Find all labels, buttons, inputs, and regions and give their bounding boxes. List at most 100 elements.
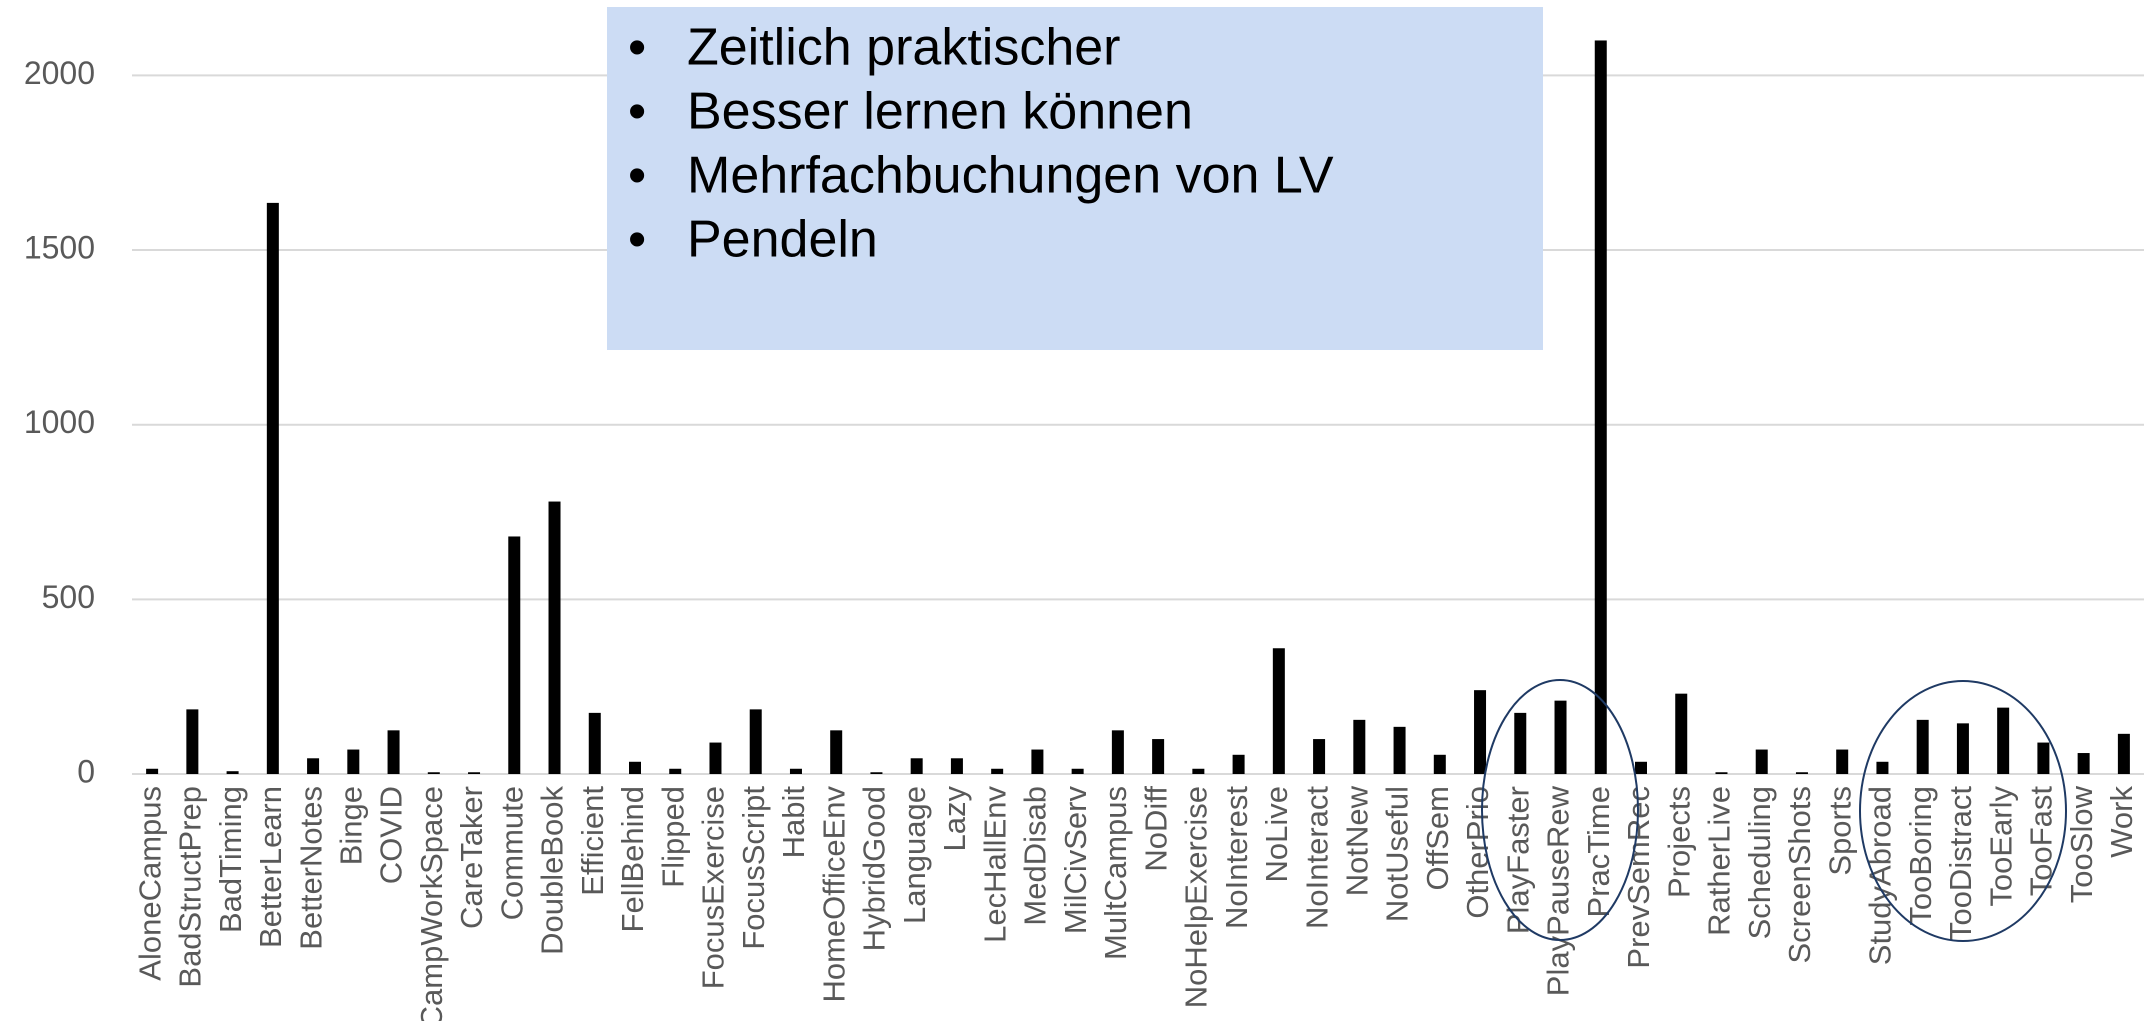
bar	[146, 768, 159, 774]
bar	[1755, 749, 1768, 774]
bar	[1635, 761, 1647, 774]
x-tick-label: Commute	[494, 786, 529, 920]
x-tick-label: TooFast	[2024, 786, 2059, 897]
x-tick-label: TooSlow	[2064, 785, 2099, 903]
y-tick-label: 2000	[24, 55, 95, 91]
bar	[1956, 723, 1969, 774]
bar	[1031, 749, 1044, 774]
bar	[186, 709, 199, 774]
bar	[1876, 761, 1889, 774]
bar	[991, 768, 1004, 774]
x-tick-label: NotNew	[1340, 785, 1375, 896]
y-tick-label: 1500	[24, 229, 95, 265]
x-tick-label: ScreenShots	[1782, 786, 1817, 964]
bar	[427, 772, 440, 774]
x-tick-label: Sports	[1822, 786, 1857, 876]
bar	[468, 772, 481, 774]
x-tick-label: CareTaker	[454, 786, 489, 929]
bar	[910, 758, 923, 774]
bar	[1192, 768, 1205, 774]
x-tick-label: BetterNotes	[293, 786, 328, 950]
x-tick-label: Lazy	[937, 786, 972, 852]
annotation-box	[607, 7, 1543, 350]
bullet: •	[628, 19, 646, 77]
x-tick-label: PlayPauseRew	[1541, 785, 1576, 996]
x-tick-label: StudyAbroad	[1863, 786, 1898, 965]
bar	[2077, 753, 2090, 774]
x-tick-label: LecHallEnv	[977, 786, 1012, 943]
bar	[307, 758, 320, 774]
x-tick-label: TooEarly	[1983, 786, 2018, 907]
bullet: •	[628, 83, 646, 141]
x-tick-label: FellBehind	[615, 786, 650, 932]
annotation: Mehrfachbuchungen von LV	[687, 147, 1334, 205]
bar	[950, 758, 963, 774]
x-tick-label: NoInterest	[1219, 786, 1254, 929]
x-tick-label: NoInteract	[1299, 786, 1334, 929]
x-tick-label: AloneCampus	[132, 786, 167, 981]
x-tick-label: Habit	[776, 786, 811, 859]
bar	[1715, 772, 1728, 774]
x-tick-label: PracTime	[1581, 786, 1616, 917]
bar	[709, 742, 722, 774]
bar	[1393, 726, 1406, 774]
bar	[1997, 707, 2010, 774]
x-tick-label: OtherPrio	[1460, 786, 1495, 919]
x-tick-label: NoDiff	[1138, 786, 1173, 872]
bar	[1554, 700, 1567, 774]
x-tick-label: Binge	[334, 786, 369, 865]
x-tick-label: COVID	[374, 786, 409, 884]
annotation: Zeitlich praktischer	[687, 19, 1120, 77]
x-tick-label: TooBoring	[1903, 786, 1938, 926]
bar	[870, 772, 883, 774]
bar	[1795, 772, 1808, 774]
bar	[1675, 693, 1688, 774]
x-tick-label: TooDistract	[1943, 786, 1978, 941]
x-tick-label: RatherLive	[1702, 786, 1737, 936]
bar	[1916, 719, 1929, 774]
x-tick-label: MultCampus	[1098, 786, 1133, 960]
x-tick-label: MedDisab	[1018, 786, 1053, 926]
y-tick-label: 0	[77, 753, 95, 789]
bar	[347, 749, 360, 774]
bar	[1474, 690, 1487, 774]
x-tick-label: HomeOfficeEnv	[816, 786, 851, 1003]
highlight-ellipse	[1481, 679, 1639, 941]
x-tick-label: Efficient	[575, 786, 610, 896]
bar	[1111, 730, 1124, 774]
bar	[1836, 749, 1849, 774]
x-tick-label: NotUseful	[1380, 786, 1415, 922]
highlight-ellipse	[1859, 680, 2067, 942]
x-tick-label: BetterLearn	[253, 786, 288, 948]
bar	[1071, 768, 1084, 774]
annotation: Besser lernen können	[687, 83, 1193, 141]
x-tick-label: HybridGood	[857, 786, 892, 951]
x-tick-label: OffSem	[1420, 786, 1455, 891]
bar	[749, 709, 762, 774]
x-tick-label: NoLive	[1259, 786, 1294, 883]
x-tick-label: Work	[2104, 786, 2139, 858]
x-tick-label: Projects	[1661, 786, 1696, 898]
bar	[548, 501, 561, 774]
bar	[387, 730, 400, 774]
x-tick-label: Language	[897, 786, 932, 924]
bar	[1313, 739, 1326, 774]
annotation: Pendeln	[687, 211, 878, 269]
x-tick-label: BadStructPrep	[173, 786, 208, 988]
x-tick-label: PlayFaster	[1500, 786, 1535, 934]
bar	[1514, 712, 1527, 774]
bar	[2117, 733, 2130, 774]
bar	[830, 730, 843, 774]
y-tick-label: 1000	[24, 404, 95, 440]
x-tick-label: BadTiming	[213, 786, 248, 933]
bar	[789, 768, 802, 774]
bar	[2037, 742, 2050, 774]
x-tick-label: FocusScript	[736, 786, 771, 950]
bullet: •	[628, 147, 646, 205]
bar	[508, 536, 521, 774]
x-tick-label: DoubleBook	[535, 786, 570, 955]
bar	[1152, 739, 1165, 774]
x-tick-label: CampWorkSpace	[414, 786, 449, 1021]
bar	[226, 771, 239, 774]
